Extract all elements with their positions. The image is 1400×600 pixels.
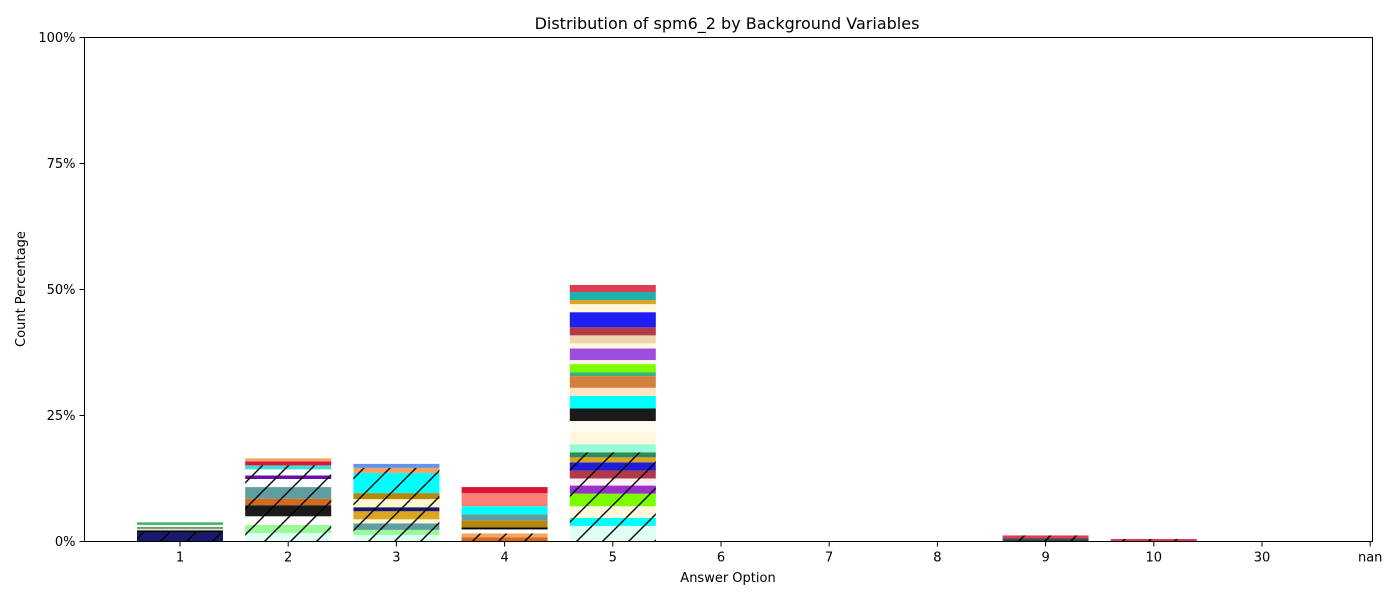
bar-segment-5-29 xyxy=(569,292,656,301)
x-tick-label: 30 xyxy=(1254,551,1271,566)
bar-hatch-3-5 xyxy=(353,511,440,520)
bar-segment-3-12 xyxy=(353,463,440,468)
x-axis: 1 2 3 4 5 6 7 8 9 10 30 nan xyxy=(176,541,1382,566)
bar-hatch-3-1 xyxy=(353,534,440,542)
bar-segment-5-13 xyxy=(569,432,656,445)
bar-segment-5-30 xyxy=(569,284,656,293)
bar-hatch-2-7 xyxy=(245,479,332,488)
bar-hatch-9-1 xyxy=(1002,538,1089,542)
y-tick-label: 50% xyxy=(47,283,76,298)
bar-segment-2-12 xyxy=(245,458,332,462)
x-tick-label: 7 xyxy=(825,551,833,566)
bar-segment-5-28 xyxy=(569,300,656,305)
bar-hatch-10-1 xyxy=(1110,538,1197,542)
bar-segment-2-11 xyxy=(245,461,332,466)
bar-segment-5-17 xyxy=(569,387,656,396)
bar-segment-4-9 xyxy=(461,487,548,494)
x-tick-label: 8 xyxy=(933,551,941,566)
bar-segment-5-12 xyxy=(569,444,656,453)
bar-segment-5-18 xyxy=(569,376,656,388)
bar-segment-5-26 xyxy=(569,312,656,328)
bar-segment-5-23 xyxy=(569,343,656,349)
x-tick-label: 3 xyxy=(392,551,400,566)
bar-hatch-5-11 xyxy=(569,452,656,458)
bar-segment-1-3 xyxy=(137,528,223,531)
bar-hatch-5-6 xyxy=(569,485,656,494)
bar-hatch-9-2 xyxy=(1002,535,1089,539)
bar-segment-4-3 xyxy=(461,529,548,534)
x-tick-label: 9 xyxy=(1041,551,1049,566)
x-tick-label: 4 xyxy=(500,551,508,566)
bar-segment-4-4 xyxy=(461,527,548,530)
bar-hatch-5-3 xyxy=(569,517,656,526)
bar-segment-1-5 xyxy=(137,524,223,527)
bar-hatch-2-3 xyxy=(245,516,332,525)
y-axis-label: Count Percentage xyxy=(14,231,29,347)
bar-segment-4-7 xyxy=(461,506,548,515)
bar-hatch-2-10 xyxy=(245,465,332,470)
bar-hatch-5-1 xyxy=(569,539,656,542)
bar-hatch-5-5 xyxy=(569,493,656,507)
y-axis: 0% 25% 50% 75% 100% xyxy=(38,31,85,550)
bar-hatch-3-10 xyxy=(353,472,440,485)
bar-hatch-3-7 xyxy=(353,499,440,508)
bar-hatch-2-1 xyxy=(245,532,332,542)
bar-segment-1-4 xyxy=(137,526,223,529)
bar-segment-5-27 xyxy=(569,304,656,313)
bar-segment-5-24 xyxy=(569,335,656,344)
bar-hatch-2-8 xyxy=(245,475,332,480)
chart-title: Distribution of spm6_2 by Background Var… xyxy=(535,14,920,34)
bar-hatch-3-11 xyxy=(353,467,440,473)
x-tick-label: 6 xyxy=(717,551,725,566)
bar-hatch-3-3 xyxy=(353,523,440,530)
x-tick-label: 2 xyxy=(284,551,292,566)
bar-hatch-4-1 xyxy=(461,537,548,542)
bar-hatch-3-4 xyxy=(353,519,440,524)
bar-hatch-3-8 xyxy=(353,493,440,500)
bar-segment-5-21 xyxy=(569,360,656,365)
y-tick-label: 100% xyxy=(38,31,75,46)
bar-segment-4-5 xyxy=(461,520,548,528)
bar-hatch-3-2 xyxy=(353,529,440,535)
bar-hatch-4-2 xyxy=(461,533,548,538)
bar-hatch-5-8 xyxy=(569,470,656,479)
y-tick-label: 0% xyxy=(55,535,76,550)
y-tick-label: 75% xyxy=(47,157,76,172)
bar-segment-5-20 xyxy=(569,364,656,373)
bar-hatch-2-2 xyxy=(245,524,332,533)
bar-segment-5-15 xyxy=(569,408,656,422)
bar-segment-4-8 xyxy=(461,493,548,507)
bar-segment-5-22 xyxy=(569,348,656,361)
bar-hatch-5-2 xyxy=(569,525,656,540)
x-tick-label: 5 xyxy=(609,551,617,566)
bar-hatch-5-4 xyxy=(569,506,656,518)
bar-segment-5-16 xyxy=(569,395,656,409)
x-tick-label: nan xyxy=(1358,551,1382,566)
bar-hatch-3-9 xyxy=(353,484,440,494)
bar-hatch-5-7 xyxy=(569,478,656,486)
bar-segment-5-14 xyxy=(569,421,656,433)
bar-hatch-2-9 xyxy=(245,469,332,476)
bars-group xyxy=(137,284,1197,542)
bar-segment-4-6 xyxy=(461,514,548,521)
bar-segment-1-2 xyxy=(137,530,223,533)
bar-hatch-5-9 xyxy=(569,462,656,471)
x-tick-label: 1 xyxy=(176,551,184,566)
bar-hatch-2-6 xyxy=(245,487,332,499)
bar-hatch-5-10 xyxy=(569,457,656,463)
bar-hatch-3-6 xyxy=(353,507,440,512)
x-axis-label: Answer Option xyxy=(680,571,775,586)
bar-segment-5-19 xyxy=(569,372,656,377)
bar-hatch-2-4 xyxy=(245,505,332,517)
x-tick-label: 10 xyxy=(1146,551,1163,566)
bar-segment-5-25 xyxy=(569,327,656,336)
bar-segment-1-6 xyxy=(137,522,223,525)
bar-hatch-1-1 xyxy=(137,532,223,542)
y-tick-label: 25% xyxy=(47,409,76,424)
bar-hatch-2-5 xyxy=(245,498,332,506)
